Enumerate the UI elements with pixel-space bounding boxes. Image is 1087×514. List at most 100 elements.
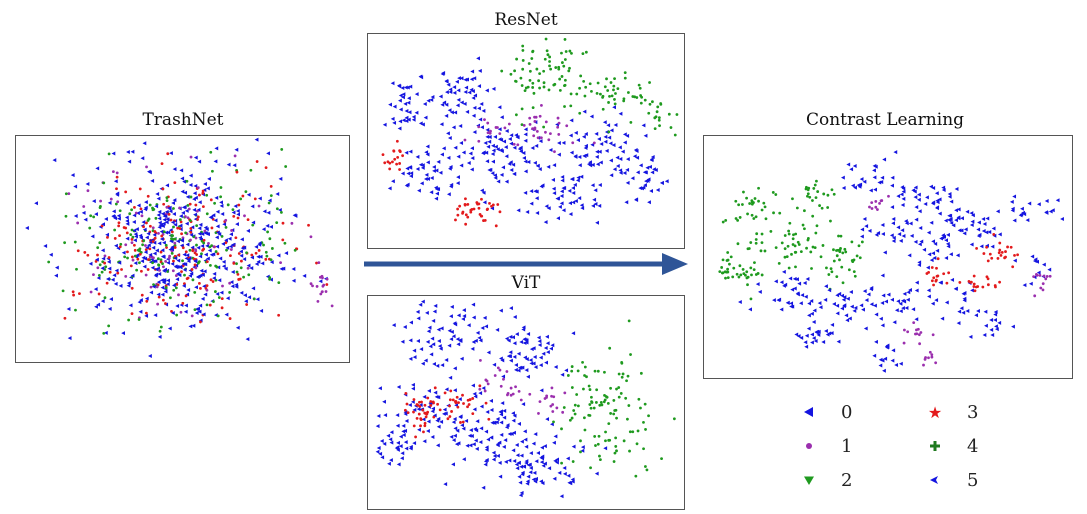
scatter-point — [105, 277, 110, 282]
scatter-point — [479, 426, 484, 431]
scatter-point — [617, 372, 621, 376]
scatter-point — [179, 214, 183, 219]
scatter-point — [229, 280, 234, 285]
scatter-point — [437, 338, 441, 343]
scatter-point — [407, 96, 411, 101]
scatter-point — [486, 382, 490, 386]
scatter-point — [811, 245, 815, 249]
scatter-point — [174, 274, 178, 277]
scatter-point — [877, 180, 882, 185]
scatter-point — [598, 183, 602, 188]
scatter-point — [388, 102, 392, 107]
scatter-point — [67, 192, 71, 196]
scatter-point — [409, 320, 413, 325]
scatter-point — [493, 374, 497, 377]
scatter-point — [929, 258, 934, 263]
scatter-point — [996, 257, 1000, 260]
scatter-point — [81, 210, 86, 215]
scatter-point — [881, 232, 885, 237]
scatter-point — [418, 121, 423, 126]
scatter-point — [718, 270, 722, 274]
scatter-point — [511, 418, 516, 423]
scatter-point — [225, 296, 230, 301]
scatter-point — [146, 231, 151, 236]
scatter-point — [242, 245, 247, 250]
scatter-point — [495, 147, 500, 152]
scatter-point — [956, 216, 961, 221]
scatter-point — [931, 333, 935, 337]
scatter-point — [906, 290, 911, 295]
scatter-point — [161, 262, 164, 265]
down-triangle-icon — [804, 476, 814, 485]
scatter-point — [193, 308, 197, 312]
scatter-point — [197, 231, 202, 236]
scatter-point — [615, 155, 620, 160]
scatter-point — [473, 93, 478, 98]
scatter-point — [810, 340, 814, 345]
scatter-point — [186, 203, 190, 207]
scatter-point — [532, 354, 537, 359]
scatter-point — [168, 209, 173, 214]
scatter-point — [245, 251, 248, 255]
scatter-point — [469, 77, 474, 82]
scatter-point — [521, 151, 526, 156]
scatter-point — [234, 284, 239, 289]
scatter-point — [419, 347, 424, 352]
scatter-point — [630, 176, 635, 181]
scatter-point — [517, 474, 522, 479]
scatter-point — [972, 282, 976, 286]
scatter-point — [659, 180, 664, 185]
scatter-point — [898, 361, 903, 366]
scatter-point — [472, 130, 477, 135]
scatter-point — [954, 286, 958, 291]
scatter-point — [631, 430, 635, 434]
scatter-point — [154, 216, 158, 220]
scatter-point — [232, 261, 236, 265]
tsne-panel-vit — [367, 295, 685, 510]
scatter-point — [523, 89, 527, 93]
scatter-point — [214, 146, 219, 151]
scatter-point — [219, 290, 224, 295]
scatter-point — [557, 65, 561, 69]
scatter-point — [85, 181, 90, 186]
scatter-point — [580, 206, 585, 211]
scatter-point — [139, 298, 143, 303]
scatter-point — [215, 235, 219, 240]
scatter-point — [599, 458, 602, 461]
scatter-point — [642, 170, 647, 175]
scatter-point — [317, 261, 321, 265]
scatter-point — [790, 252, 793, 256]
scatter-point — [745, 276, 749, 280]
scatter-point — [448, 398, 452, 402]
scatter-point — [515, 135, 520, 140]
scatter-point — [129, 233, 133, 237]
scatter-point — [464, 197, 467, 201]
scatter-point — [160, 248, 165, 253]
scatter-point — [182, 267, 187, 272]
scatter-point — [309, 235, 313, 239]
scatter-point — [92, 273, 95, 277]
scatter-point — [827, 331, 832, 336]
scatter-point — [734, 199, 738, 203]
scatter-point — [593, 435, 597, 438]
scatter-point — [224, 241, 228, 245]
scatter-point — [556, 196, 560, 201]
scatter-point — [185, 292, 190, 297]
scatter-point — [477, 139, 481, 143]
scatter-point — [165, 205, 169, 209]
scatter-point — [483, 141, 488, 146]
scatter-point — [816, 190, 820, 193]
scatter-point — [523, 429, 527, 434]
scatter-point — [401, 118, 406, 123]
scatter-point — [275, 191, 280, 196]
scatter-point — [870, 201, 874, 205]
scatter-point — [797, 281, 802, 286]
scatter-plot — [718, 150, 1064, 373]
scatter-point — [991, 226, 996, 231]
scatter-point — [590, 395, 593, 399]
scatter-point — [494, 126, 498, 129]
scatter-point — [785, 300, 790, 305]
scatter-point — [908, 288, 912, 293]
scatter-point — [390, 81, 395, 86]
scatter-point — [216, 314, 220, 318]
